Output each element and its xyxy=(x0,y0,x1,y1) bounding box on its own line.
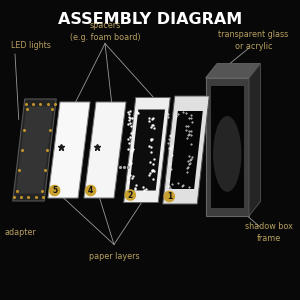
Circle shape xyxy=(50,185,60,196)
Text: shadow box
frame: shadow box frame xyxy=(244,223,292,242)
Ellipse shape xyxy=(213,116,242,192)
Polygon shape xyxy=(163,96,209,204)
Polygon shape xyxy=(129,110,165,190)
Circle shape xyxy=(125,190,136,200)
Circle shape xyxy=(85,185,96,196)
Text: 1: 1 xyxy=(167,192,172,201)
Polygon shape xyxy=(249,64,260,216)
Polygon shape xyxy=(84,102,126,198)
Polygon shape xyxy=(13,99,56,201)
Polygon shape xyxy=(124,98,170,202)
Text: 4: 4 xyxy=(88,186,93,195)
Text: LED lights: LED lights xyxy=(11,40,50,50)
Text: paper layers: paper layers xyxy=(89,252,139,261)
Polygon shape xyxy=(169,111,203,189)
Polygon shape xyxy=(48,102,90,198)
Text: ASSEMBLY DIAGRAM: ASSEMBLY DIAGRAM xyxy=(58,12,242,27)
Polygon shape xyxy=(16,106,53,194)
Circle shape xyxy=(164,191,175,202)
Text: transparent glass
or acrylic: transparent glass or acrylic xyxy=(218,30,289,50)
Text: 2: 2 xyxy=(128,190,133,200)
Polygon shape xyxy=(211,86,244,208)
Text: adapter: adapter xyxy=(4,228,36,237)
Polygon shape xyxy=(206,64,260,78)
Text: spacers
(e.g. foam board): spacers (e.g. foam board) xyxy=(70,21,140,41)
Polygon shape xyxy=(206,78,249,216)
Text: 5: 5 xyxy=(52,186,57,195)
